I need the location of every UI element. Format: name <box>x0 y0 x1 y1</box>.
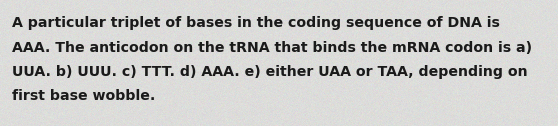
Text: UUA. b) UUU. c) TTT. d) AAA. e) either UAA or TAA, depending on: UUA. b) UUU. c) TTT. d) AAA. e) either U… <box>12 65 528 79</box>
Text: AAA. The anticodon on the tRNA that binds the mRNA codon is a): AAA. The anticodon on the tRNA that bind… <box>12 40 532 55</box>
Text: A particular triplet of bases in the coding sequence of DNA is: A particular triplet of bases in the cod… <box>12 16 500 30</box>
Text: first base wobble.: first base wobble. <box>12 89 155 103</box>
